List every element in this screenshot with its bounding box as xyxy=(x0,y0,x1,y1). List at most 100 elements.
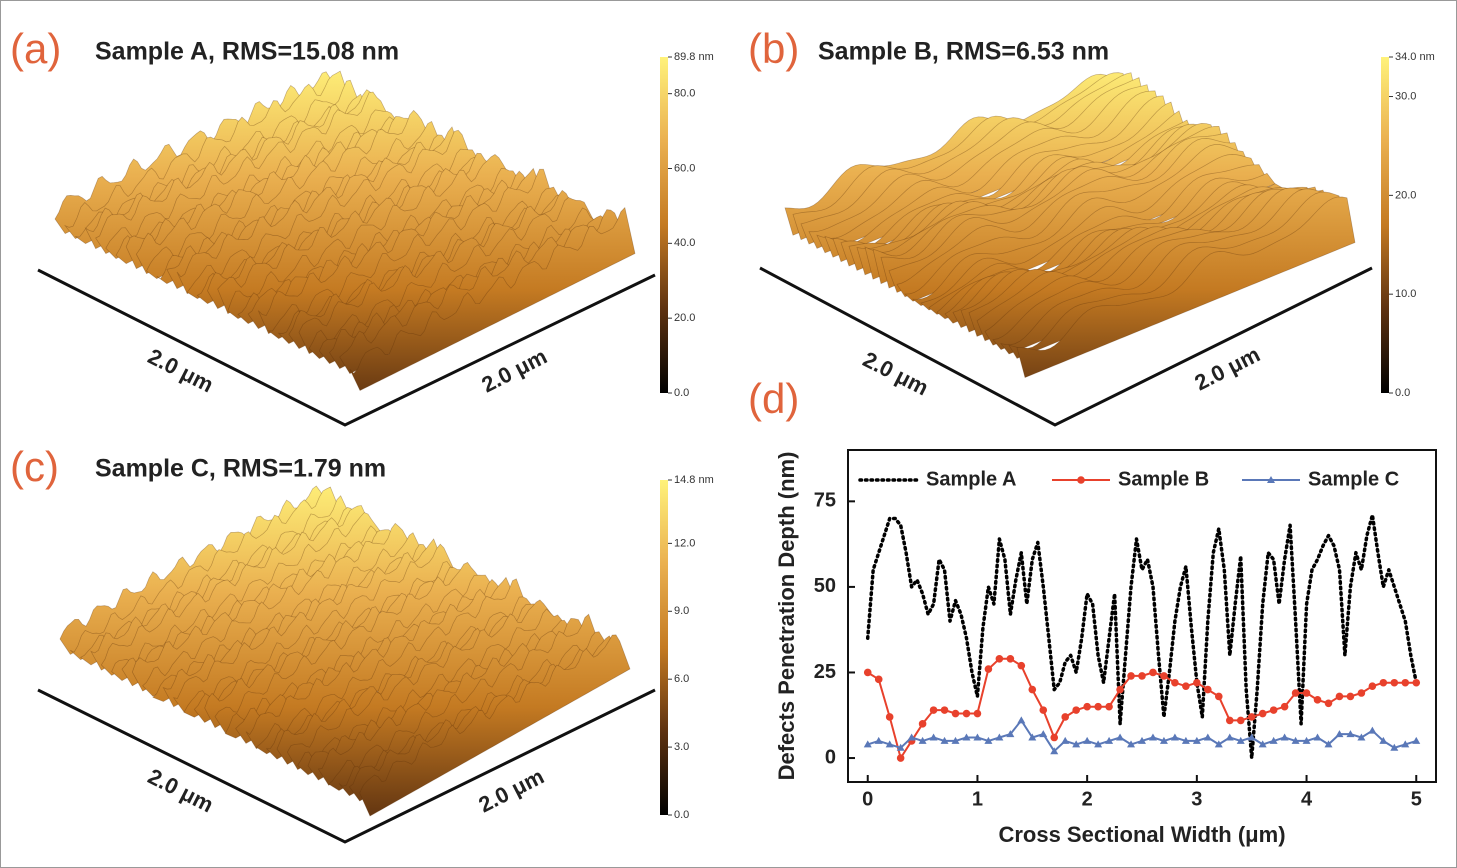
point xyxy=(1269,736,1278,744)
point xyxy=(1302,689,1311,697)
panel-label: (b) xyxy=(748,25,799,72)
point xyxy=(1182,682,1190,690)
point xyxy=(1072,740,1081,748)
colorbar-tick-label: 10.0 xyxy=(1395,288,1416,300)
point xyxy=(1412,736,1421,744)
point xyxy=(918,720,927,728)
point xyxy=(1171,678,1179,687)
y-tick-label: 50 xyxy=(814,575,836,597)
point xyxy=(1050,733,1059,742)
colorbar-tick-label: 0.0 xyxy=(674,809,689,821)
colorbar xyxy=(660,480,668,815)
point xyxy=(896,743,905,751)
colorbar-tick-label: 20.0 xyxy=(674,312,695,324)
legend-label: Sample B xyxy=(1118,468,1209,490)
colorbar-tick-label: 30.0 xyxy=(1395,90,1416,102)
y-tick-label: 0 xyxy=(825,746,836,768)
legend-marker xyxy=(1267,476,1275,483)
y-tick-label: 75 xyxy=(814,490,836,512)
x-tick-label: 5 xyxy=(1411,788,1422,810)
point xyxy=(1138,672,1146,680)
point xyxy=(1368,726,1377,734)
point xyxy=(896,754,905,762)
point xyxy=(1083,736,1092,744)
point xyxy=(1412,678,1421,687)
surface-strip xyxy=(349,206,636,391)
series-line xyxy=(865,513,1419,760)
point xyxy=(1203,733,1212,741)
plot-frame xyxy=(847,449,1437,783)
point xyxy=(874,675,883,684)
panel-title: Sample B, RMS=6.53 nm xyxy=(818,38,1109,66)
surface-axes xyxy=(759,266,1373,427)
point xyxy=(1236,716,1245,725)
colorbar-tick-label: 0.0 xyxy=(674,387,689,399)
point xyxy=(973,709,982,718)
panel-title: Sample C, RMS=1.79 nm xyxy=(95,455,386,483)
point xyxy=(995,654,1004,663)
point xyxy=(885,740,894,748)
point xyxy=(1247,713,1256,721)
point xyxy=(1204,685,1212,694)
point xyxy=(1258,709,1267,718)
point xyxy=(1214,740,1223,748)
point xyxy=(863,668,872,677)
panel-label: (c) xyxy=(10,443,59,490)
point xyxy=(1357,733,1366,741)
point xyxy=(1313,696,1322,704)
point xyxy=(1225,733,1234,741)
point xyxy=(1324,699,1333,708)
point xyxy=(1247,733,1256,741)
x-tick-label: 3 xyxy=(1191,788,1202,810)
point xyxy=(1280,733,1289,741)
point xyxy=(1028,685,1037,694)
point xyxy=(1313,733,1322,741)
point xyxy=(973,733,982,741)
point xyxy=(1105,702,1113,711)
colorbar-tick-label: 14.8 nm xyxy=(674,474,714,486)
colorbar-tick-label: 0.0 xyxy=(1395,387,1410,399)
point xyxy=(1039,706,1048,714)
point xyxy=(951,736,960,744)
y-tick-label: 25 xyxy=(814,661,836,683)
point xyxy=(1379,736,1388,744)
point xyxy=(929,706,938,714)
colorbar-tick-label: 80.0 xyxy=(674,88,695,100)
surface-strip xyxy=(359,634,631,817)
surface-axes xyxy=(37,688,656,844)
point xyxy=(1083,702,1091,711)
point xyxy=(1170,733,1179,741)
point xyxy=(1072,706,1080,714)
panel-title: Sample A, RMS=15.08 nm xyxy=(95,38,399,66)
point xyxy=(1017,716,1026,724)
point xyxy=(951,709,960,718)
point xyxy=(940,706,949,714)
point xyxy=(918,736,927,744)
colorbar-tick-label: 3.0 xyxy=(674,741,689,753)
point xyxy=(1149,668,1157,677)
point xyxy=(1116,733,1125,741)
point xyxy=(1192,736,1201,744)
point xyxy=(1291,689,1300,697)
y-axis-title: Defects Penetration Depth (nm) xyxy=(774,452,799,781)
point xyxy=(962,733,971,741)
point xyxy=(1214,692,1223,701)
point xyxy=(1028,733,1037,741)
point xyxy=(1061,713,1070,721)
point xyxy=(1160,672,1168,680)
x-tick-label: 4 xyxy=(1301,788,1313,810)
point xyxy=(1368,682,1377,690)
panel-label: (a) xyxy=(10,25,61,72)
point xyxy=(1302,736,1311,744)
point xyxy=(1050,747,1059,755)
surface-axes xyxy=(37,268,656,427)
point xyxy=(940,736,949,744)
legend-label: Sample A xyxy=(926,468,1016,490)
panel-label: (d) xyxy=(748,375,799,422)
point xyxy=(1346,692,1355,701)
point xyxy=(1390,743,1399,751)
point xyxy=(1357,689,1366,697)
point xyxy=(907,733,916,741)
point xyxy=(1236,736,1245,744)
